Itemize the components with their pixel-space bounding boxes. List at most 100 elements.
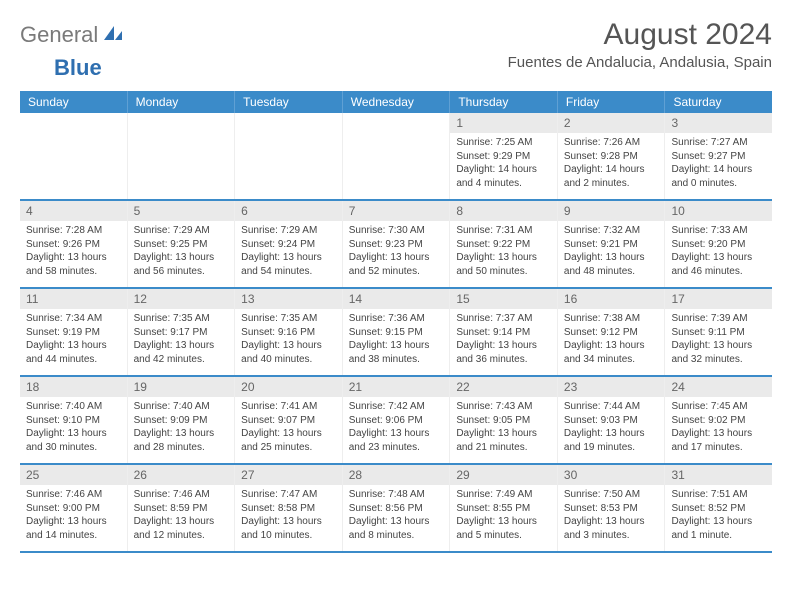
day-number: 7 bbox=[343, 201, 450, 221]
day-number: 28 bbox=[343, 465, 450, 485]
day-cell: 28Sunrise: 7:48 AMSunset: 8:56 PMDayligh… bbox=[343, 465, 451, 551]
sunset-text: Sunset: 9:00 PM bbox=[26, 502, 121, 516]
day-number: 31 bbox=[665, 465, 772, 485]
week-row: 4Sunrise: 7:28 AMSunset: 9:26 PMDaylight… bbox=[20, 201, 772, 289]
sunrise-text: Sunrise: 7:47 AM bbox=[241, 488, 336, 502]
day-number: 11 bbox=[20, 289, 127, 309]
day-cell: 8Sunrise: 7:31 AMSunset: 9:22 PMDaylight… bbox=[450, 201, 558, 287]
sunrise-text: Sunrise: 7:49 AM bbox=[456, 488, 551, 502]
title-block: August 2024 Fuentes de Andalucia, Andalu… bbox=[508, 18, 772, 71]
day-body: Sunrise: 7:35 AMSunset: 9:17 PMDaylight:… bbox=[128, 309, 235, 370]
day-cell: 27Sunrise: 7:47 AMSunset: 8:58 PMDayligh… bbox=[235, 465, 343, 551]
sunrise-text: Sunrise: 7:32 AM bbox=[564, 224, 659, 238]
sunrise-text: Sunrise: 7:51 AM bbox=[671, 488, 766, 502]
sunset-text: Sunset: 9:06 PM bbox=[349, 414, 444, 428]
daylight-text: Daylight: 13 hours and 8 minutes. bbox=[349, 515, 444, 542]
day-number: 13 bbox=[235, 289, 342, 309]
sunset-text: Sunset: 9:21 PM bbox=[564, 238, 659, 252]
day-body: Sunrise: 7:29 AMSunset: 9:25 PMDaylight:… bbox=[128, 221, 235, 282]
day-body: Sunrise: 7:40 AMSunset: 9:09 PMDaylight:… bbox=[128, 397, 235, 458]
day-body: Sunrise: 7:29 AMSunset: 9:24 PMDaylight:… bbox=[235, 221, 342, 282]
sunset-text: Sunset: 9:28 PM bbox=[564, 150, 659, 164]
day-number: 22 bbox=[450, 377, 557, 397]
sunset-text: Sunset: 9:17 PM bbox=[134, 326, 229, 340]
day-header: Monday bbox=[128, 91, 236, 113]
day-cell: 19Sunrise: 7:40 AMSunset: 9:09 PMDayligh… bbox=[128, 377, 236, 463]
daylight-text: Daylight: 13 hours and 3 minutes. bbox=[564, 515, 659, 542]
sunset-text: Sunset: 8:58 PM bbox=[241, 502, 336, 516]
logo: General bbox=[20, 18, 126, 48]
daylight-text: Daylight: 13 hours and 58 minutes. bbox=[26, 251, 121, 278]
day-cell: 4Sunrise: 7:28 AMSunset: 9:26 PMDaylight… bbox=[20, 201, 128, 287]
sunset-text: Sunset: 9:11 PM bbox=[671, 326, 766, 340]
sunrise-text: Sunrise: 7:46 AM bbox=[134, 488, 229, 502]
daylight-text: Daylight: 13 hours and 5 minutes. bbox=[456, 515, 551, 542]
day-number: 4 bbox=[20, 201, 127, 221]
daylight-text: Daylight: 13 hours and 46 minutes. bbox=[671, 251, 766, 278]
daylight-text: Daylight: 13 hours and 38 minutes. bbox=[349, 339, 444, 366]
sunrise-text: Sunrise: 7:35 AM bbox=[134, 312, 229, 326]
sunrise-text: Sunrise: 7:33 AM bbox=[671, 224, 766, 238]
day-number: 12 bbox=[128, 289, 235, 309]
day-cell: 11Sunrise: 7:34 AMSunset: 9:19 PMDayligh… bbox=[20, 289, 128, 375]
day-cell: 21Sunrise: 7:42 AMSunset: 9:06 PMDayligh… bbox=[343, 377, 451, 463]
sunrise-text: Sunrise: 7:36 AM bbox=[349, 312, 444, 326]
sunrise-text: Sunrise: 7:40 AM bbox=[134, 400, 229, 414]
day-number: 6 bbox=[235, 201, 342, 221]
day-header: Thursday bbox=[450, 91, 558, 113]
sunrise-text: Sunrise: 7:39 AM bbox=[671, 312, 766, 326]
sunrise-text: Sunrise: 7:50 AM bbox=[564, 488, 659, 502]
sunrise-text: Sunrise: 7:42 AM bbox=[349, 400, 444, 414]
daylight-text: Daylight: 13 hours and 12 minutes. bbox=[134, 515, 229, 542]
sunset-text: Sunset: 9:09 PM bbox=[134, 414, 229, 428]
daylight-text: Daylight: 13 hours and 42 minutes. bbox=[134, 339, 229, 366]
daylight-text: Daylight: 13 hours and 19 minutes. bbox=[564, 427, 659, 454]
day-number: 18 bbox=[20, 377, 127, 397]
daylight-text: Daylight: 13 hours and 10 minutes. bbox=[241, 515, 336, 542]
daylight-text: Daylight: 13 hours and 50 minutes. bbox=[456, 251, 551, 278]
day-header: Saturday bbox=[665, 91, 772, 113]
day-cell: 5Sunrise: 7:29 AMSunset: 9:25 PMDaylight… bbox=[128, 201, 236, 287]
sunrise-text: Sunrise: 7:31 AM bbox=[456, 224, 551, 238]
day-number: 20 bbox=[235, 377, 342, 397]
sunrise-text: Sunrise: 7:35 AM bbox=[241, 312, 336, 326]
day-cell bbox=[235, 113, 343, 199]
day-header: Friday bbox=[558, 91, 666, 113]
day-body: Sunrise: 7:40 AMSunset: 9:10 PMDaylight:… bbox=[20, 397, 127, 458]
sunset-text: Sunset: 9:16 PM bbox=[241, 326, 336, 340]
daylight-text: Daylight: 13 hours and 28 minutes. bbox=[134, 427, 229, 454]
day-number: 15 bbox=[450, 289, 557, 309]
sunrise-text: Sunrise: 7:29 AM bbox=[134, 224, 229, 238]
sunset-text: Sunset: 9:02 PM bbox=[671, 414, 766, 428]
daylight-text: Daylight: 13 hours and 36 minutes. bbox=[456, 339, 551, 366]
logo-text-general: General bbox=[20, 22, 98, 48]
day-number: 25 bbox=[20, 465, 127, 485]
daylight-text: Daylight: 13 hours and 23 minutes. bbox=[349, 427, 444, 454]
day-body: Sunrise: 7:47 AMSunset: 8:58 PMDaylight:… bbox=[235, 485, 342, 546]
sunrise-text: Sunrise: 7:44 AM bbox=[564, 400, 659, 414]
sunset-text: Sunset: 9:20 PM bbox=[671, 238, 766, 252]
week-row: 11Sunrise: 7:34 AMSunset: 9:19 PMDayligh… bbox=[20, 289, 772, 377]
location-text: Fuentes de Andalucia, Andalusia, Spain bbox=[508, 54, 772, 71]
day-cell bbox=[20, 113, 128, 199]
sunset-text: Sunset: 9:22 PM bbox=[456, 238, 551, 252]
sunset-text: Sunset: 9:27 PM bbox=[671, 150, 766, 164]
sunrise-text: Sunrise: 7:48 AM bbox=[349, 488, 444, 502]
day-number: 19 bbox=[128, 377, 235, 397]
sunset-text: Sunset: 9:24 PM bbox=[241, 238, 336, 252]
day-cell: 22Sunrise: 7:43 AMSunset: 9:05 PMDayligh… bbox=[450, 377, 558, 463]
day-number: 26 bbox=[128, 465, 235, 485]
day-cell bbox=[128, 113, 236, 199]
day-cell: 7Sunrise: 7:30 AMSunset: 9:23 PMDaylight… bbox=[343, 201, 451, 287]
day-cell: 16Sunrise: 7:38 AMSunset: 9:12 PMDayligh… bbox=[558, 289, 666, 375]
day-number: 2 bbox=[558, 113, 665, 133]
day-cell: 17Sunrise: 7:39 AMSunset: 9:11 PMDayligh… bbox=[665, 289, 772, 375]
daylight-text: Daylight: 13 hours and 44 minutes. bbox=[26, 339, 121, 366]
daylight-text: Daylight: 14 hours and 2 minutes. bbox=[564, 163, 659, 190]
day-body: Sunrise: 7:30 AMSunset: 9:23 PMDaylight:… bbox=[343, 221, 450, 282]
day-number: 27 bbox=[235, 465, 342, 485]
sunrise-text: Sunrise: 7:25 AM bbox=[456, 136, 551, 150]
sunset-text: Sunset: 8:53 PM bbox=[564, 502, 659, 516]
day-number: 29 bbox=[450, 465, 557, 485]
page-title: August 2024 bbox=[508, 18, 772, 52]
